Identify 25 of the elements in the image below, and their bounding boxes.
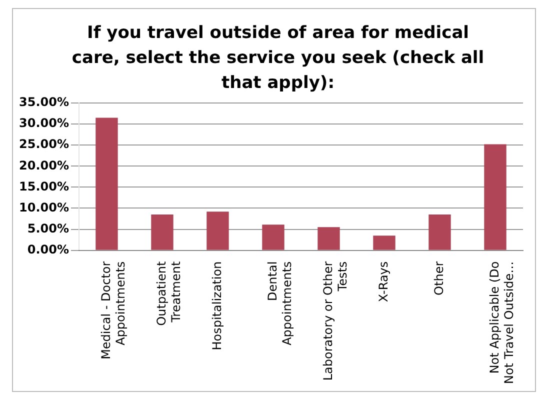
y-tick-label: 25.00% xyxy=(18,137,69,152)
bar xyxy=(151,214,174,250)
chart-title: If you travel outside of area for medical care, select the service you seek (check all that apply): xyxy=(70,22,486,95)
bar xyxy=(484,144,506,250)
x-tick-label: Hospitalization xyxy=(210,261,224,350)
bar xyxy=(428,214,451,250)
y-tick-label: 5.00% xyxy=(27,221,69,236)
x-tick-label: Dental Appointments xyxy=(265,261,294,346)
x-tick-label: Other xyxy=(432,261,446,296)
y-tick-label: 30.00% xyxy=(18,116,69,130)
y-tick-label: 20.00% xyxy=(18,158,69,172)
bar xyxy=(206,212,229,250)
bar xyxy=(96,118,118,250)
x-tick-label: X-Rays xyxy=(376,261,390,302)
bar xyxy=(318,227,340,250)
y-tick-label: 15.00% xyxy=(18,179,69,194)
x-tick-label: Medical - Doctor Appointments xyxy=(98,261,128,360)
bar xyxy=(373,236,396,250)
x-tick-label: Outpatient Treatment xyxy=(154,261,183,326)
y-tick-label: 35.00% xyxy=(18,95,69,110)
x-tick-label: Not Applicable (Do Not Travel Outside… xyxy=(487,261,516,384)
bar xyxy=(262,224,284,250)
y-tick-label: 10.00% xyxy=(18,200,69,214)
y-tick-label: 0.00% xyxy=(27,242,69,256)
x-tick-label: Laboratory or Other Tests xyxy=(320,261,350,381)
